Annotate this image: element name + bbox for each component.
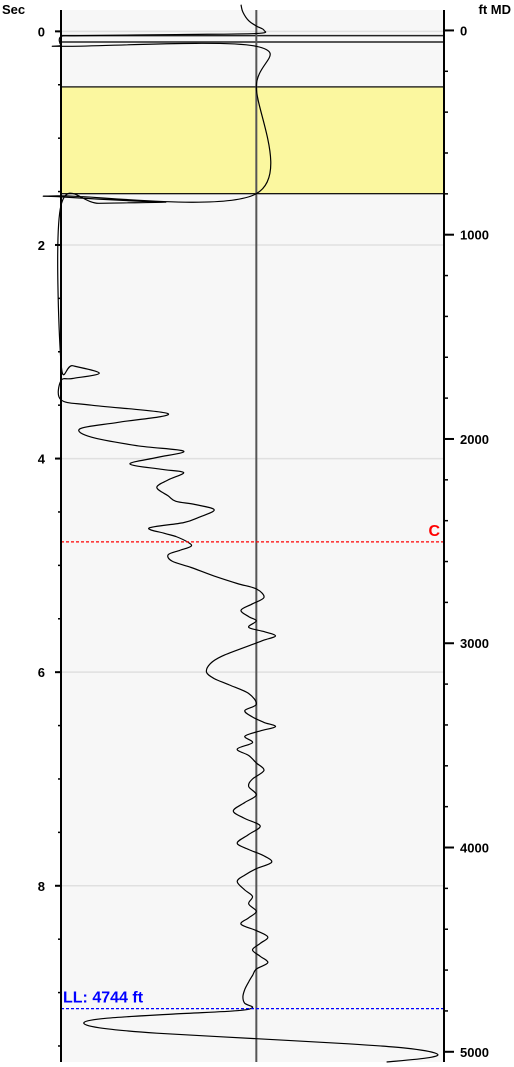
right-tick-label: 0	[460, 23, 467, 38]
left-tick-label: 0	[38, 24, 45, 39]
marker-label: LL: 4744 ft	[63, 990, 144, 1007]
left-tick-label: 6	[38, 665, 45, 680]
highlight-band	[60, 86, 445, 195]
left-axis: 0 2 4 6 8	[38, 10, 62, 1062]
right-axis: 0 1000 2000 3000 4000 5000	[443, 10, 489, 1062]
left-tick-label: 4	[38, 452, 46, 467]
right-axis-title: ft MD	[479, 2, 512, 17]
right-tick-label: 5000	[460, 1045, 489, 1060]
right-tick-label: 2000	[460, 432, 489, 447]
left-tick-label: 2	[38, 238, 45, 253]
right-tick-label: 3000	[460, 636, 489, 651]
marker-label: C	[428, 523, 440, 540]
right-tick-label: 1000	[460, 228, 489, 243]
grid-lines	[61, 30, 444, 887]
marker-lines: C LL: 4744 ft	[61, 523, 444, 1010]
left-axis-title: Sec	[2, 2, 25, 17]
right-tick-label: 4000	[460, 841, 489, 856]
left-tick-label: 8	[38, 879, 45, 894]
